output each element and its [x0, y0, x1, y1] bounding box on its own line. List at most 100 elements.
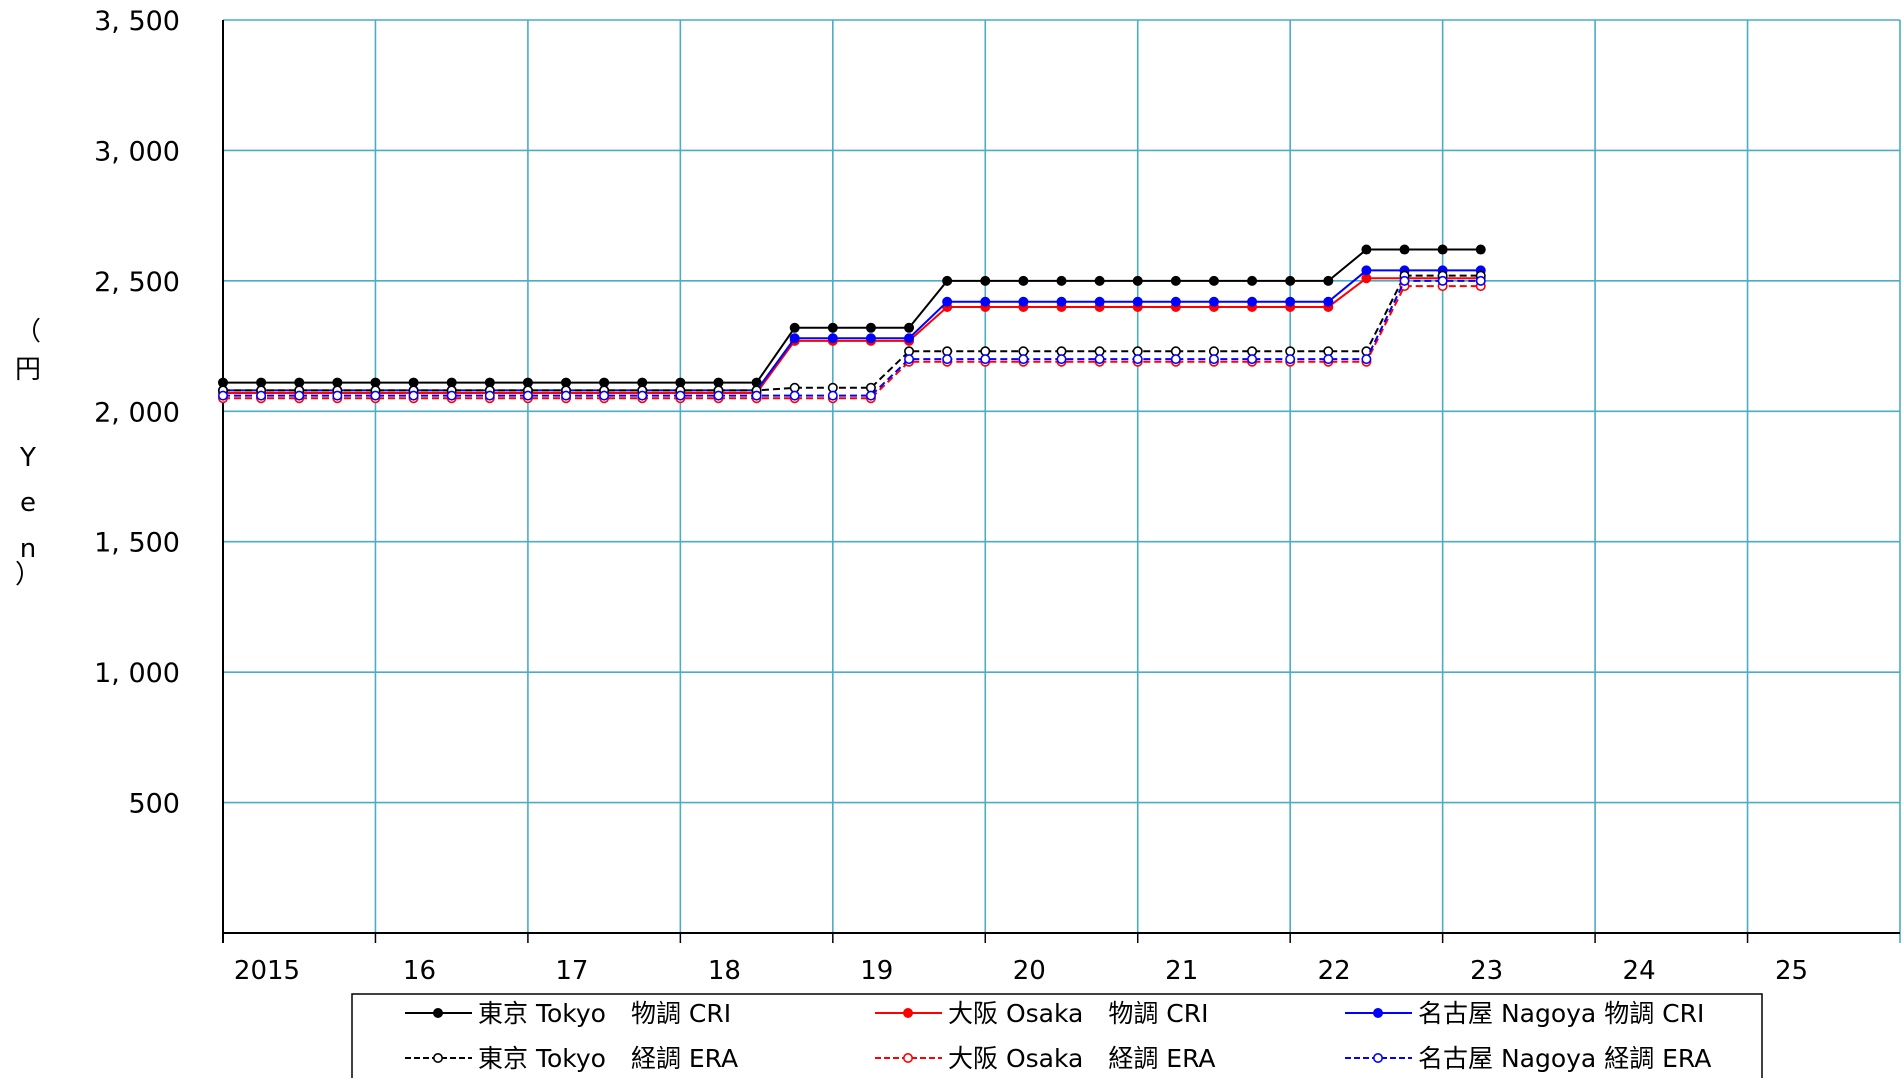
data-point: [294, 390, 305, 401]
y-tick-label: 500: [128, 789, 180, 820]
legend-label: 名古屋 Nagoya 経調 ERA: [1418, 1044, 1711, 1073]
y-axis-title-char: （: [15, 317, 41, 347]
series-1: [218, 244, 1486, 388]
data-point: [980, 296, 991, 307]
legend-item: 東京 Tokyo 物調 CRI: [405, 999, 731, 1028]
data-point: [1399, 244, 1410, 255]
data-point: [1094, 296, 1105, 307]
x-tick-label: 17: [555, 956, 588, 986]
data-point: [713, 390, 724, 401]
legend-item: 東京 Tokyo 経調 ERA: [405, 1044, 738, 1073]
legend-swatch-marker: [433, 1008, 443, 1018]
data-point: [1094, 275, 1105, 286]
data-point: [522, 377, 533, 388]
data-point: [1132, 275, 1143, 286]
legend-item: 大阪 Osaka 経調 ERA: [875, 1044, 1216, 1073]
legend-swatch-marker: [902, 1053, 913, 1064]
data-point: [1361, 354, 1372, 365]
data-point: [675, 390, 686, 401]
data-point: [484, 377, 495, 388]
y-axis-title-char: 円: [15, 355, 41, 385]
data-point: [942, 296, 953, 307]
data-point: [1170, 296, 1181, 307]
x-tick-label: 23: [1470, 956, 1503, 986]
axes: [222, 20, 1900, 943]
data-point: [256, 390, 267, 401]
data-point: [1056, 296, 1067, 307]
legend-item: 大阪 Osaka 物調 CRI: [875, 999, 1208, 1028]
x-tick-label: 18: [708, 956, 741, 986]
data-point: [1170, 354, 1181, 365]
data-point: [1285, 354, 1296, 365]
y-axis-title-char: e: [20, 488, 36, 518]
y-tick-label: 3, 000: [94, 136, 180, 167]
data-point: [599, 377, 610, 388]
x-tick-label: 20: [1013, 956, 1046, 986]
data-point: [1437, 275, 1448, 286]
data-point: [1323, 354, 1334, 365]
series-line: [223, 274, 1481, 392]
legend-label: 東京 Tokyo 経調 ERA: [478, 1044, 738, 1073]
y-axis-title-char: ）: [15, 560, 41, 590]
y-tick-label: 3, 500: [94, 6, 180, 37]
y-tick-label: 1, 500: [94, 528, 180, 559]
data-point: [1361, 273, 1372, 284]
x-tick-label: 25: [1775, 956, 1808, 986]
data-point: [218, 377, 228, 388]
data-point: [1018, 275, 1029, 286]
legend-swatch-marker: [903, 1008, 913, 1018]
data-point: [1323, 275, 1334, 286]
data-point: [1361, 244, 1372, 255]
data-point: [561, 377, 572, 388]
data-point: [256, 377, 267, 388]
data-point: [446, 377, 457, 388]
data-point: [865, 390, 876, 401]
y-tick-label: 1, 000: [94, 658, 180, 689]
legend-label: 大阪 Osaka 経調 ERA: [948, 1044, 1216, 1073]
data-point: [637, 390, 648, 401]
data-point: [1247, 296, 1258, 307]
legend-item: 名古屋 Nagoya 物調 CRI: [1345, 999, 1704, 1028]
legend-swatch-marker: [1373, 1053, 1384, 1064]
y-tick-label: 2, 000: [94, 397, 180, 428]
data-point: [1475, 275, 1486, 286]
data-point: [904, 322, 915, 333]
series-line: [223, 277, 1481, 395]
data-point: [904, 354, 915, 365]
data-point: [1132, 354, 1143, 365]
data-point: [599, 390, 610, 401]
legend-item: 名古屋 Nagoya 経調 ERA: [1345, 1044, 1711, 1073]
data-point: [1094, 354, 1105, 365]
data-point: [1018, 296, 1029, 307]
data-point: [1018, 354, 1029, 365]
data-point: [827, 333, 838, 344]
data-point: [789, 322, 800, 333]
data-point: [1399, 275, 1410, 286]
x-tick-label: 16: [403, 956, 436, 986]
data-point: [713, 377, 724, 388]
data-point: [446, 390, 457, 401]
data-point: [484, 390, 495, 401]
data-point: [827, 322, 838, 333]
data-point: [789, 333, 800, 344]
data-point: [637, 377, 648, 388]
data-point: [1323, 296, 1334, 307]
legend-box: [351, 993, 1763, 1078]
data-point: [980, 354, 991, 365]
series-line: [223, 248, 1481, 384]
x-tick-label: 21: [1165, 956, 1198, 986]
data-point: [1361, 265, 1372, 276]
legend-label: 名古屋 Nagoya 物調 CRI: [1418, 999, 1704, 1028]
data-point: [675, 377, 686, 388]
y-axis-title-char: Y: [19, 443, 36, 473]
data-point: [865, 333, 876, 344]
data-point: [827, 390, 838, 401]
legend: 東京 Tokyo 物調 CRI 大阪 Osaka 物調 CRI 名古屋 Nagoya…: [351, 993, 1763, 1078]
data-point: [942, 275, 953, 286]
legend-swatch-marker: [432, 1053, 443, 1064]
data-point: [1285, 296, 1296, 307]
data-point: [751, 377, 762, 388]
data-point: [1247, 354, 1258, 365]
